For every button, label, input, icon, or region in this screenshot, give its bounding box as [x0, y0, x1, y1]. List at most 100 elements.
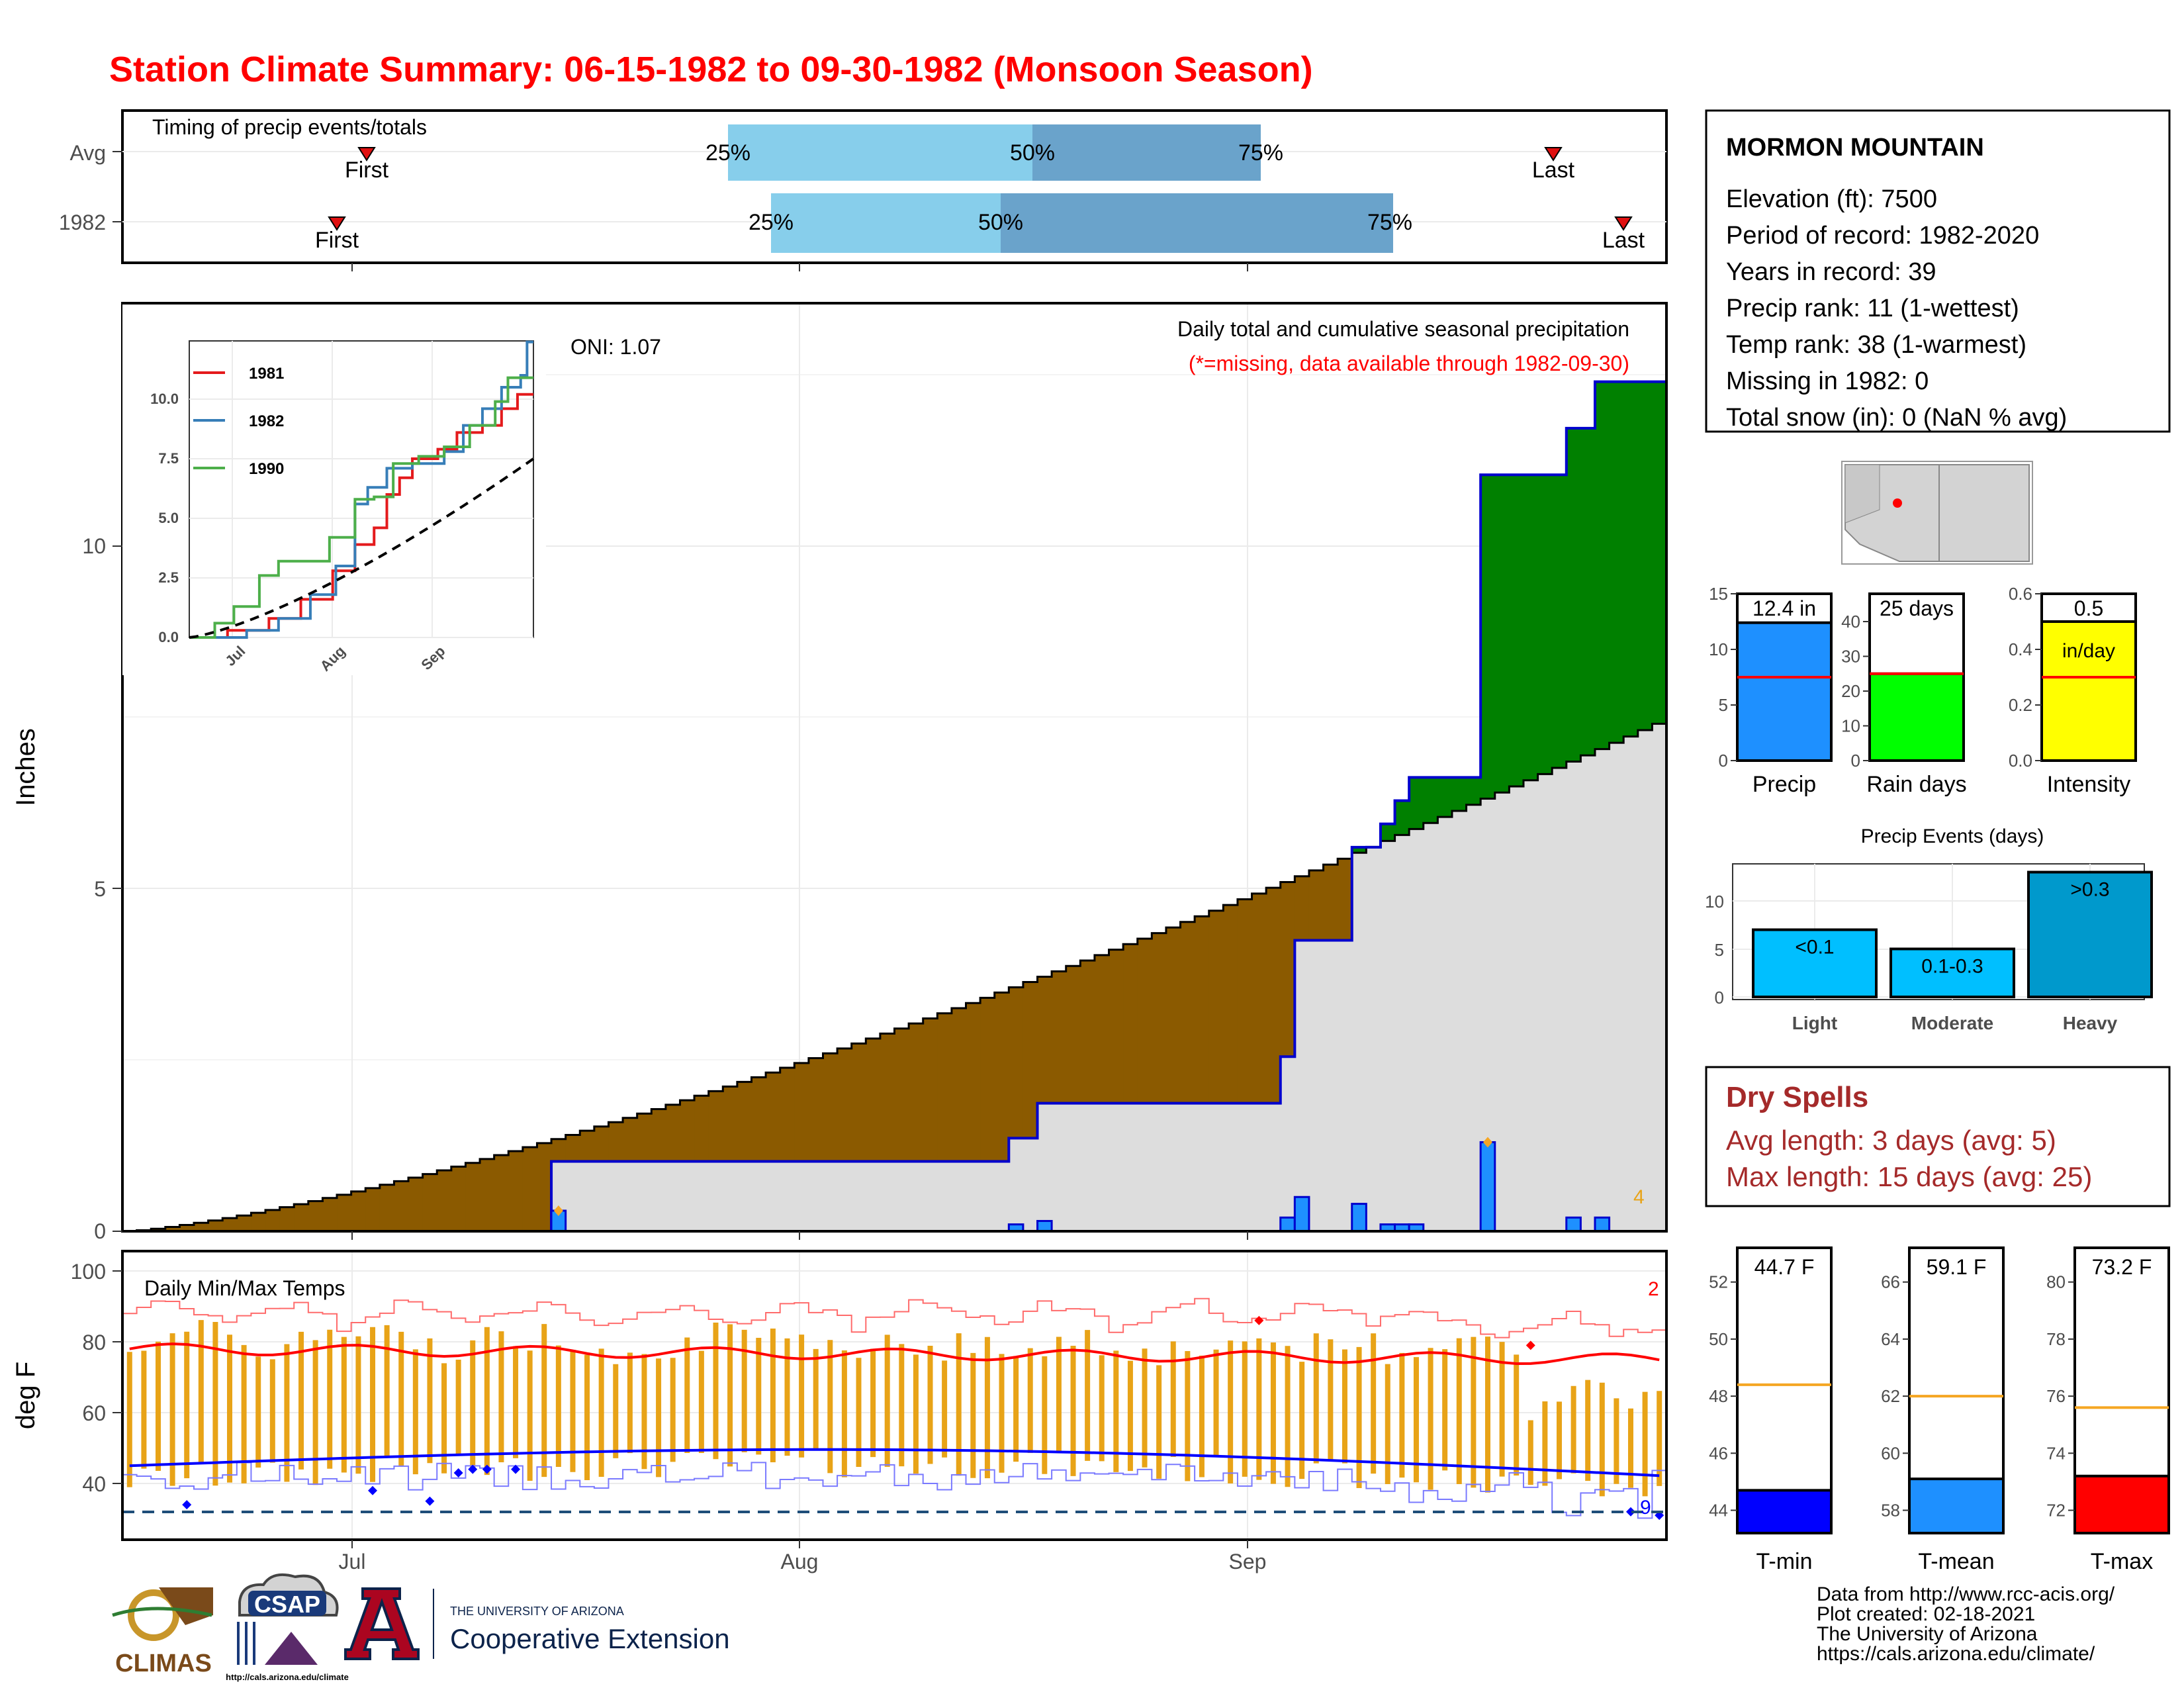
deficit-segment [894, 1028, 909, 1162]
deficit-segment [1295, 876, 1310, 941]
avg-last-marker [1544, 147, 1563, 162]
top-event-marker [553, 1205, 563, 1216]
temp-y-tick-100: 100 [71, 1260, 106, 1284]
temp-bar-label: T-max [2091, 1549, 2153, 1574]
avg-p25-label: 25% [705, 140, 751, 165]
daily-precip-bar [1036, 1219, 1053, 1233]
temp-bar-value: 59.1 F [1927, 1255, 1987, 1279]
record-low-marker [482, 1464, 492, 1474]
surplus-segment [1523, 475, 1539, 780]
deficit-segment [723, 1086, 738, 1162]
year-q25-q50-bar [771, 193, 1001, 253]
year-last-marker [1614, 216, 1633, 231]
station-line-1: Period of record: 1982-2020 [1726, 222, 2039, 250]
summary-bar-tick: 40 [1841, 612, 1860, 632]
events-y-tick-5: 5 [1715, 940, 1724, 960]
daily-precip-bar [1479, 1141, 1496, 1233]
inset-legend-label: 1990 [249, 460, 284, 478]
summary-bar-tick: 0.0 [2009, 751, 2032, 771]
temp-bar-fill [2073, 1474, 2170, 1535]
record-low-marker [453, 1468, 463, 1477]
deficit-segment [766, 1072, 781, 1162]
record-low-marker [468, 1464, 478, 1474]
deficit-segment [1023, 982, 1038, 1139]
summary-bar-label: Precip [1752, 772, 1816, 797]
timing-row-year: 1982 [59, 211, 106, 234]
deficit-segment [623, 1117, 638, 1162]
deficit-segment [394, 1181, 409, 1231]
deficit-segment [837, 1048, 852, 1162]
deficit-segment [251, 1213, 266, 1231]
footer-line-3: https://cals.arizona.edu/climate/ [1817, 1643, 2095, 1665]
summary-bar-fill [2040, 620, 2137, 762]
inset-legend-label: 1982 [249, 412, 284, 430]
surplus-segment [1480, 475, 1496, 799]
temp-label: Daily Min/Max Temps [144, 1276, 345, 1300]
temp-y-tick-40: 40 [82, 1472, 106, 1496]
deficit-segment [265, 1209, 281, 1231]
footer-line-0: Data from http://www.rcc-acis.org/ [1817, 1583, 2115, 1605]
summary-bar-unit: in/day [2062, 640, 2115, 662]
temp-bar-tick: 60 [1881, 1443, 1900, 1463]
average-max-line [129, 1342, 1660, 1365]
temp-y-axis-label: deg F [11, 1362, 40, 1429]
inset-legend-label: 1981 [249, 365, 284, 383]
deficit-segment [1009, 987, 1024, 1139]
daily-precip-bar [1594, 1216, 1611, 1233]
temp-panel: Daily Min/Max Temps 2 9 100 80 60 40 Jul… [11, 1250, 1668, 1573]
deficit-segment [580, 1131, 595, 1162]
temp-y-tick-80: 80 [82, 1331, 106, 1354]
deficit-segment [1180, 921, 1195, 1103]
deficit-segment [794, 1062, 809, 1162]
oni-label: ONI: 1.07 [570, 335, 661, 359]
deficit-segment [909, 1023, 924, 1162]
deficit-segment [522, 1147, 537, 1231]
deficit-segment [1208, 910, 1224, 1103]
station-location-dot [1893, 498, 1902, 508]
year-first-marker [328, 216, 346, 231]
temp-bar-tick: 76 [2046, 1386, 2066, 1406]
temp-min-count: 9 [1640, 1497, 1651, 1519]
climas-logo-text: CLIMAS [115, 1650, 212, 1677]
deficit-segment [680, 1100, 695, 1162]
surplus-segment [1351, 847, 1367, 853]
csap-logo-text: CSAP [254, 1591, 320, 1618]
deficit-segment [565, 1135, 580, 1162]
avg-last-label: Last [1532, 158, 1575, 183]
avg-q50-q75-bar [1032, 124, 1261, 181]
events-cat-light: Light [1792, 1013, 1837, 1033]
events-cat-moderate: Moderate [1911, 1013, 1993, 1033]
surplus-segment [1509, 475, 1524, 787]
csap-logo-url: http://cals.arizona.edu/climate [226, 1672, 349, 1682]
precip-count-label: 4 [1633, 1186, 1645, 1208]
surplus-segment [1580, 428, 1596, 756]
record-low-marker [368, 1485, 378, 1495]
temp-bar-tick: 46 [1709, 1443, 1728, 1463]
deficit-segment [737, 1082, 752, 1162]
station-info-box: MORMON MOUNTAIN Elevation (ft): 7500 Per… [1705, 109, 2171, 433]
year-p75-label: 75% [1367, 210, 1412, 235]
x-tick-aug: Aug [781, 1550, 819, 1573]
record-min-line [122, 1462, 1666, 1519]
deficit-segment [1066, 966, 1081, 1103]
surplus-segment [1537, 475, 1553, 774]
deficit-segment [236, 1215, 251, 1231]
deficit-segment [708, 1091, 723, 1162]
deficit-segment [337, 1194, 352, 1231]
temp-bar-frame [1736, 1246, 1833, 1534]
surplus-segment [1394, 800, 1410, 835]
timing-panel: Timing of precip events/totals Avg 1982 … [59, 109, 1668, 271]
surplus-segment [1466, 777, 1481, 805]
deficit-segment [1165, 927, 1181, 1103]
surplus-segment [1380, 823, 1396, 841]
events-cat-heavy: Heavy [2063, 1013, 2118, 1033]
dry-spells-title: Dry Spells [1726, 1081, 1868, 1113]
deficit-segment [351, 1191, 366, 1231]
deficit-segment [823, 1053, 838, 1162]
deficit-segment [222, 1218, 238, 1231]
avg-first-label: First [345, 158, 389, 183]
surplus-segment [1566, 428, 1581, 762]
missing-note: (*=missing, data available through 1982-… [1189, 352, 1629, 375]
